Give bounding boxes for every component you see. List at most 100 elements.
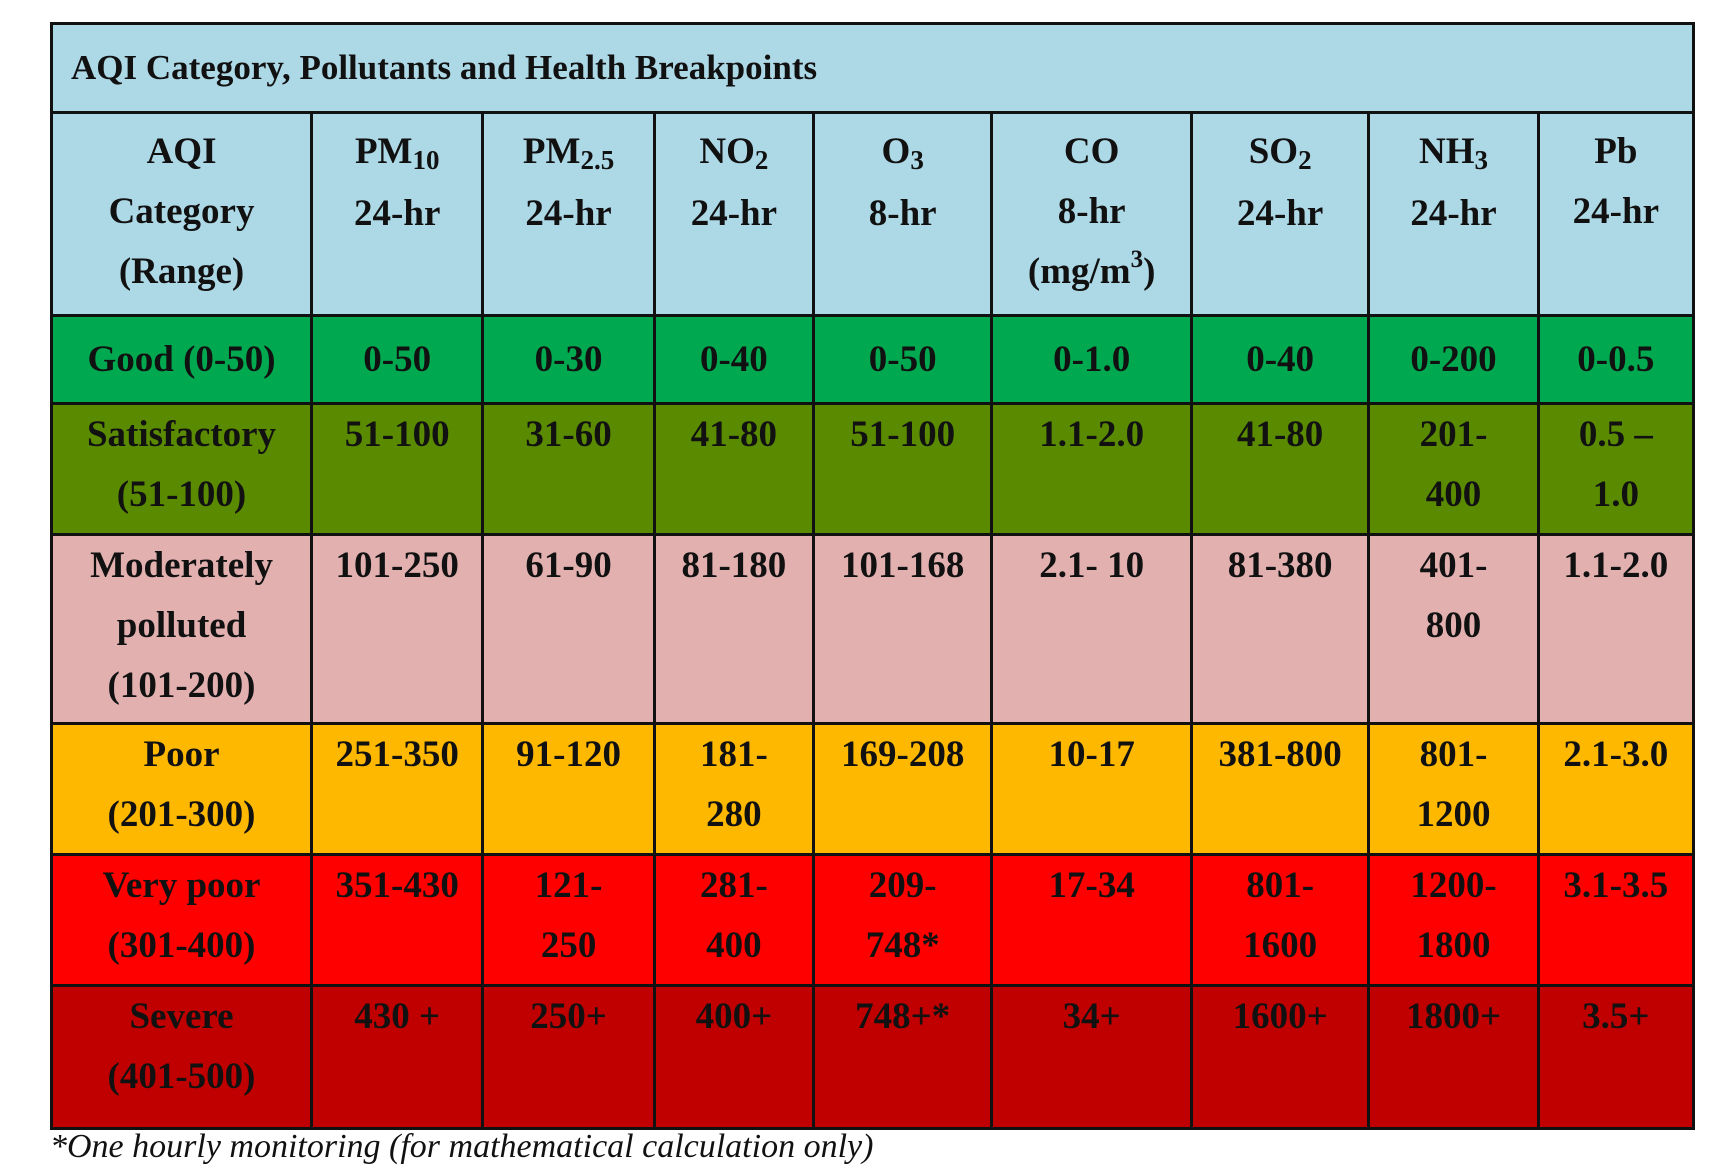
breakpoint-cell: 351-430 bbox=[310, 853, 485, 987]
breakpoint-cell: 1600+ bbox=[1189, 984, 1371, 1130]
breakpoint-cell: 0-40 bbox=[1189, 314, 1371, 405]
breakpoint-cell: 1200- 1800 bbox=[1367, 853, 1540, 987]
breakpoint-cell: 91-120 bbox=[481, 722, 656, 856]
breakpoint-cell: 41-80 bbox=[1189, 402, 1371, 536]
category-line: Satisfactory bbox=[86, 414, 277, 455]
aqi-breakpoints-table: AQI Category, Pollutants and Health Brea… bbox=[49, 22, 1696, 1130]
breakpoint-cell: 251-350 bbox=[310, 722, 485, 856]
breakpoint-cell: 101-168 bbox=[811, 533, 994, 725]
averaging-period: 8-hr bbox=[1057, 191, 1126, 232]
pollutant-name: Pb bbox=[1594, 131, 1638, 172]
category-cell: Moderately polluted (101-200) bbox=[49, 533, 314, 725]
breakpoint-cell: 81-380 bbox=[1189, 533, 1371, 725]
breakpoint-cell: 121- 250 bbox=[481, 853, 656, 987]
breakpoint-cell: 2.1-3.0 bbox=[1536, 722, 1696, 856]
breakpoint-cell: 250+ bbox=[481, 984, 656, 1130]
pollutant-subscript: 3 bbox=[1474, 145, 1489, 175]
pollutant-name: PM bbox=[354, 131, 413, 172]
table-row-vpoor: Very poor (301-400) 351-430 121- 250 281- 40… bbox=[49, 853, 1696, 987]
breakpoint-cell: 0-40 bbox=[652, 314, 815, 405]
category-line: (301-400) bbox=[107, 925, 256, 966]
header-category-line: AQI bbox=[146, 131, 217, 172]
category-cell: Good (0-50) bbox=[49, 314, 314, 405]
pollutant-subscript: 10 bbox=[412, 145, 440, 175]
breakpoint-cell: 169-208 bbox=[811, 722, 994, 856]
category-line: Good (0-50) bbox=[87, 338, 276, 380]
averaging-period: 24-hr bbox=[525, 193, 612, 234]
breakpoint-cell: 101-250 bbox=[310, 533, 485, 725]
header-pollutant: PM10 24-hr bbox=[310, 111, 485, 317]
breakpoint-cell: 34+ bbox=[990, 984, 1193, 1130]
breakpoint-cell: 0-0.5 bbox=[1536, 314, 1696, 405]
averaging-period: 24-hr bbox=[690, 193, 778, 234]
table-row-good: Good (0-50) 0-50 0-30 0-40 0-50 0-1.0 0-40 0-20… bbox=[49, 314, 1696, 405]
pollutant-name: SO bbox=[1248, 131, 1299, 172]
breakpoint-cell: 31-60 bbox=[481, 402, 656, 536]
averaging-period: 24-hr bbox=[1572, 191, 1659, 232]
breakpoint-cell: 51-100 bbox=[811, 402, 994, 536]
pollutant-name: NO bbox=[699, 131, 755, 172]
breakpoint-cell: 0-1.0 bbox=[990, 314, 1193, 405]
breakpoint-cell: 181- 280 bbox=[652, 722, 815, 856]
header-category: AQI Category (Range) bbox=[49, 111, 314, 317]
category-line: Moderately bbox=[90, 545, 273, 586]
header-pollutant: CO 8-hr (mg/m3) bbox=[990, 111, 1193, 317]
breakpoint-cell: 3.5+ bbox=[1536, 984, 1696, 1130]
breakpoint-cell: 400+ bbox=[652, 984, 815, 1130]
category-cell: Severe (401-500) bbox=[49, 984, 314, 1130]
pollutant-subscript: 3 bbox=[910, 145, 924, 175]
pollutant-subscript: 2 bbox=[1298, 145, 1312, 175]
table-title: AQI Category, Pollutants and Health Brea… bbox=[50, 22, 1695, 114]
breakpoint-cell: 201- 400 bbox=[1367, 402, 1540, 536]
category-line: (51-100) bbox=[116, 474, 247, 515]
breakpoint-cell: 401- 800 bbox=[1367, 533, 1540, 725]
header-pollutant: NH3 24-hr bbox=[1367, 111, 1540, 317]
table-row-sat: Satisfactory (51-100) 51-100 31-60 41-80 51-1… bbox=[49, 402, 1696, 536]
breakpoint-cell: 281- 400 bbox=[652, 853, 815, 987]
breakpoint-cell: 10-17 bbox=[990, 722, 1193, 856]
pollutant-name: O bbox=[881, 131, 911, 172]
category-cell: Poor (201-300) bbox=[49, 722, 314, 856]
breakpoint-cell: 0-200 bbox=[1367, 314, 1540, 405]
unit-label-close: ) bbox=[1143, 251, 1156, 292]
header-pollutant: Pb 24-hr bbox=[1536, 111, 1696, 317]
breakpoint-cell: 1.1-2.0 bbox=[1536, 533, 1696, 725]
breakpoint-cell: 748+* bbox=[811, 984, 994, 1130]
category-line: (401-500) bbox=[107, 1056, 256, 1097]
breakpoint-cell: 801- 1600 bbox=[1189, 853, 1371, 987]
header-pollutant: PM2.5 24-hr bbox=[481, 111, 656, 317]
header-pollutant: O3 8-hr bbox=[811, 111, 994, 317]
unit-superscript: 3 bbox=[1130, 246, 1144, 273]
breakpoint-cell: 801- 1200 bbox=[1367, 722, 1540, 856]
header-category-line: Category bbox=[108, 191, 255, 232]
breakpoint-cell: 1800+ bbox=[1367, 984, 1540, 1130]
breakpoint-cell: 51-100 bbox=[310, 402, 485, 536]
breakpoint-cell: 381-800 bbox=[1189, 722, 1371, 856]
header-row: AQI Category (Range) PM10 24-hr PM2.5 24-hr NO2… bbox=[49, 111, 1696, 317]
breakpoint-cell: 41-80 bbox=[652, 402, 815, 536]
pollutant-name: PM bbox=[522, 131, 581, 172]
breakpoint-cell: 81-180 bbox=[652, 533, 815, 725]
breakpoint-cell: 17-34 bbox=[990, 853, 1193, 987]
pollutant-name: CO bbox=[1063, 131, 1120, 172]
header-pollutant: NO2 24-hr bbox=[652, 111, 815, 317]
averaging-period: 24-hr bbox=[1236, 193, 1324, 234]
pollutant-name: NH bbox=[1419, 131, 1475, 172]
category-line: Very poor bbox=[102, 865, 261, 906]
footnote: *One hourly monitoring (for mathematical… bbox=[50, 1128, 874, 1165]
breakpoint-cell: 3.1-3.5 bbox=[1536, 853, 1696, 987]
pollutant-subscript: 2.5 bbox=[580, 145, 615, 175]
category-line: polluted bbox=[116, 605, 247, 646]
breakpoint-cell: 0-50 bbox=[811, 314, 994, 405]
averaging-period: 8-hr bbox=[868, 193, 937, 234]
pollutant-subscript: 2 bbox=[754, 145, 769, 175]
breakpoint-cell: 0.5 – 1.0 bbox=[1536, 402, 1696, 536]
breakpoint-cell: 61-90 bbox=[481, 533, 656, 725]
breakpoint-cell: 430 + bbox=[310, 984, 485, 1130]
breakpoint-cell: 209- 748* bbox=[811, 853, 994, 987]
table-body: Good (0-50) 0-50 0-30 0-40 0-50 0-1.0 0-40 0-20… bbox=[49, 314, 1696, 1130]
category-line: Poor bbox=[143, 734, 220, 775]
breakpoint-cell: 0-30 bbox=[481, 314, 656, 405]
category-line: (101-200) bbox=[107, 665, 256, 706]
table-row-mod: Moderately polluted (101-200) 101-250 61-90 8… bbox=[49, 533, 1696, 725]
